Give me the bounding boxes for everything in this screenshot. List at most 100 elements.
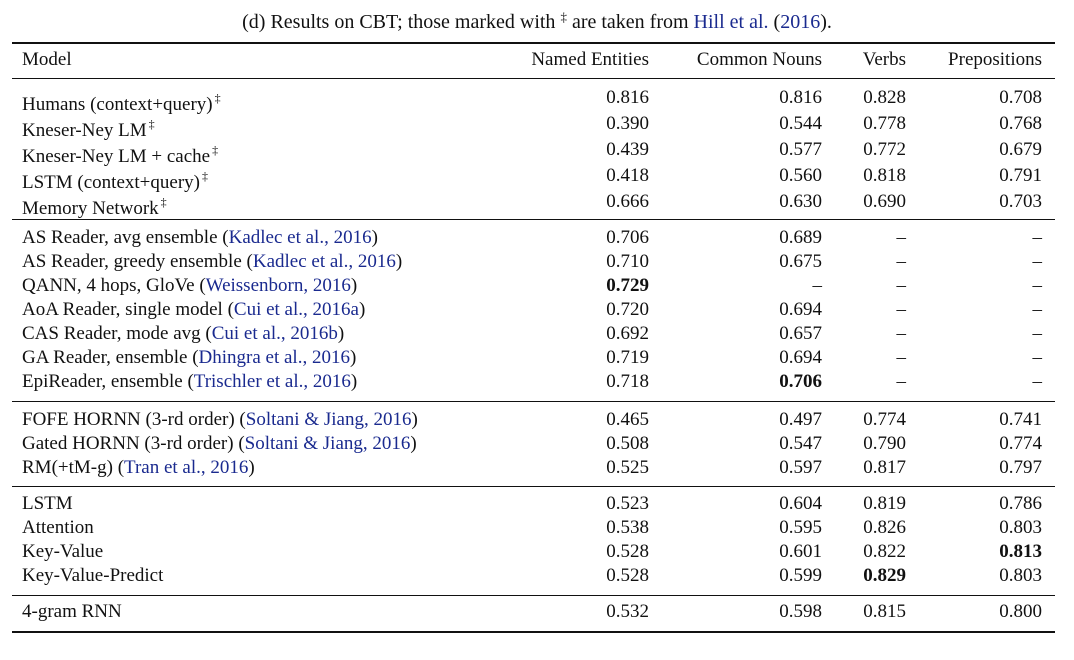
common-nouns-value: 0.544 (779, 113, 822, 134)
table-row: AS Reader, greedy ensemble (Kadlec et al… (0, 250, 1074, 274)
caption-close: ). (820, 11, 832, 33)
model-name: Kneser-Ney LM + cache (22, 146, 211, 167)
verbs-value: 0.822 (863, 541, 906, 562)
common-nouns-value: – (812, 275, 823, 296)
model-name: Gated HORNN (3-rd order) (22, 433, 239, 454)
bottom-rule (12, 631, 1055, 633)
named-entities-value: 0.706 (606, 227, 649, 248)
table-row: Humans (context+query) ‡ 0.816 0.816 0.828 0.… (0, 86, 1074, 115)
model-name: GA Reader, ensemble (22, 347, 193, 368)
verbs-value: – (896, 371, 907, 392)
verbs-value: – (896, 227, 907, 248)
prepositions-value: 0.803 (999, 517, 1042, 538)
common-nouns-value: 0.599 (779, 565, 822, 586)
prepositions-value: – (1032, 323, 1043, 344)
verbs-value: 0.815 (863, 601, 906, 622)
model-name: Kneser-Ney LM (22, 120, 147, 141)
table-row: 4-gram RNN 0.532 0.598 0.815 0.800 (0, 600, 1074, 624)
table-row: QANN, 4 hops, GloVe (Weissenborn, 2016) 0… (0, 274, 1074, 298)
caption-citation-year-link[interactable]: 2016 (780, 11, 821, 33)
named-entities-value: 0.465 (606, 409, 649, 430)
model-name: LSTM (context+query) (22, 172, 200, 193)
model-name: Attention (22, 517, 94, 538)
verbs-value: 0.818 (863, 165, 906, 186)
table-row: LSTM (context+query) ‡ 0.418 0.560 0.818 0.79… (0, 164, 1074, 193)
model-name-cell: 4-gram RNN (22, 600, 122, 624)
table-row: Gated HORNN (3-rd order) (Soltani & Jian… (0, 432, 1074, 456)
model-name-cell: Memory Network ‡ (22, 190, 167, 221)
prepositions-value: 0.791 (999, 165, 1042, 186)
prepositions-value: 0.786 (999, 493, 1042, 514)
citation-link[interactable]: Soltani & Jiang, 2016 (244, 433, 411, 454)
citation-link[interactable]: Dhingra et al., 2016 (198, 347, 350, 368)
named-entities-value: 0.523 (606, 493, 649, 514)
citation-link[interactable]: Kadlec et al., 2016 (252, 251, 396, 272)
prepositions-value: 0.800 (999, 601, 1042, 622)
table-row: EpiReader, ensemble (Trischler et al., 2… (0, 370, 1074, 394)
citation-link[interactable]: Weissenborn, 2016 (205, 275, 351, 296)
prepositions-value: 0.774 (999, 433, 1042, 454)
model-name: Memory Network (22, 198, 159, 219)
group-rule (12, 401, 1055, 402)
group-rule (12, 486, 1055, 487)
verbs-value: 0.828 (863, 87, 906, 108)
named-entities-value: 0.729 (606, 275, 649, 296)
citation-link[interactable]: Trischler et al., 2016 (193, 371, 351, 392)
verbs-value: 0.690 (863, 191, 906, 212)
citation-link[interactable]: Soltani & Jiang, 2016 (245, 409, 412, 430)
prepositions-value: – (1032, 227, 1043, 248)
named-entities-value: 0.525 (606, 457, 649, 478)
table-row: AS Reader, avg ensemble (Kadlec et al., … (0, 226, 1074, 250)
prepositions-value: – (1032, 299, 1043, 320)
citation-link[interactable]: Tran et al., 2016 (124, 457, 249, 478)
model-name: CAS Reader, mode avg (22, 323, 206, 344)
verbs-value: 0.819 (863, 493, 906, 514)
named-entities-value: 0.439 (606, 139, 649, 160)
caption-middle: are taken from (566, 11, 694, 33)
citation-link[interactable]: Cui et al., 2016a (233, 299, 359, 320)
verbs-value: – (896, 299, 907, 320)
verbs-value: – (896, 347, 907, 368)
table-row: Kneser-Ney LM ‡ 0.390 0.544 0.778 0.768 (0, 112, 1074, 141)
prepositions-value: 0.797 (999, 457, 1042, 478)
verbs-value: 0.772 (863, 139, 906, 160)
named-entities-value: 0.719 (606, 347, 649, 368)
common-nouns-value: 0.601 (779, 541, 822, 562)
group-rule (12, 595, 1055, 596)
common-nouns-value: 0.497 (779, 409, 822, 430)
model-name-cell: LSTM (22, 492, 73, 516)
model-name-cell: GA Reader, ensemble (Dhingra et al., 201… (22, 347, 357, 368)
header-named-entities: Named Entities (531, 49, 649, 70)
common-nouns-value: 0.657 (779, 323, 822, 344)
citation-link[interactable]: Cui et al., 2016b (211, 323, 338, 344)
prepositions-value: 0.803 (999, 565, 1042, 586)
verbs-value: 0.774 (863, 409, 906, 430)
model-name: EpiReader, ensemble (22, 371, 188, 392)
common-nouns-value: 0.597 (779, 457, 822, 478)
named-entities-value: 0.666 (606, 191, 649, 212)
verbs-value: 0.778 (863, 113, 906, 134)
verbs-value: 0.817 (863, 457, 906, 478)
header-prepositions: Prepositions (948, 49, 1042, 70)
model-name-cell: LSTM (context+query) ‡ (22, 164, 208, 195)
prepositions-value: – (1032, 275, 1043, 296)
model-name: AS Reader, greedy ensemble (22, 251, 247, 272)
named-entities-value: 0.532 (606, 601, 649, 622)
prepositions-value: 0.813 (999, 541, 1042, 562)
prepositions-value: – (1032, 347, 1043, 368)
group-rule (12, 219, 1055, 220)
caption-dagger: ‡ (560, 9, 567, 24)
verbs-value: 0.829 (863, 565, 906, 586)
dagger-mark: ‡ (201, 169, 208, 183)
table-row: AoA Reader, single model (Cui et al., 20… (0, 298, 1074, 322)
model-name-cell: FOFE HORNN (3-rd order) (Soltani & Jiang… (22, 409, 418, 430)
verbs-value: – (896, 251, 907, 272)
model-name-cell: AS Reader, avg ensemble (Kadlec et al., … (22, 227, 378, 248)
prepositions-value: 0.703 (999, 191, 1042, 212)
model-name-cell: Humans (context+query) ‡ (22, 86, 221, 117)
caption-citation-link[interactable]: Hill et al. (693, 11, 769, 33)
model-name-cell: Key-Value (22, 540, 103, 564)
model-name: AoA Reader, single model (22, 299, 228, 320)
table-row: LSTM 0.523 0.604 0.819 0.786 (0, 492, 1074, 516)
citation-link[interactable]: Kadlec et al., 2016 (228, 227, 372, 248)
